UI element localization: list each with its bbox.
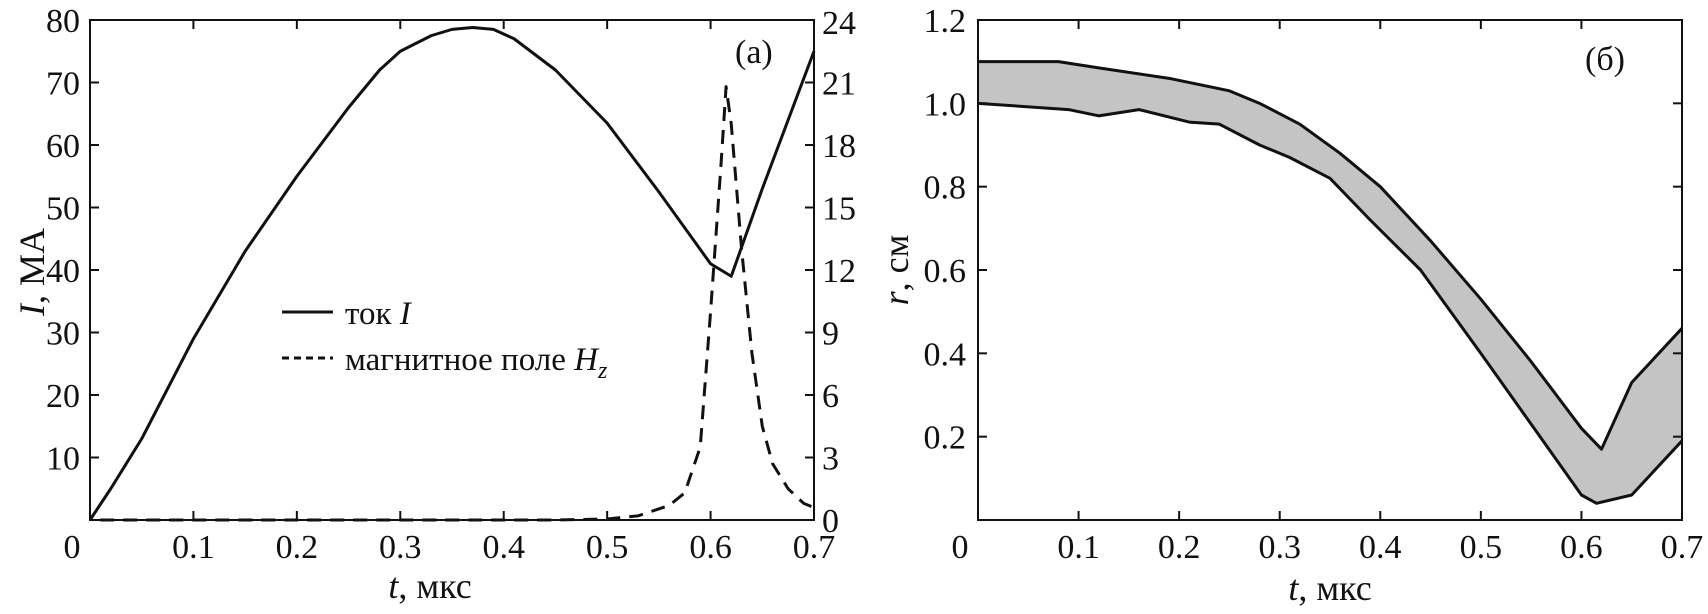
panel-a-x-axis-label: t, мкс	[388, 566, 471, 606]
panel-a-x-tick-label: 0.7	[793, 529, 836, 566]
panel-a: 0 0.1 0.2 0.3 0.4 0.5 0.6 0.7 10 20 30 40 50 60 70 80 0 3…	[12, 3, 856, 606]
panel-a-y2-tick-label: 12	[822, 253, 856, 290]
panel-b-y-tick-label: 1.2	[924, 3, 967, 40]
panel-b-ticks: 0 0.1 0.2 0.3 0.4 0.5 0.6 0.7 0.2 0.4 0.6 0.8 1.0 1.2	[924, 3, 1704, 566]
panel-b-x-tick-label: 0	[952, 529, 969, 566]
panel-a-label: (а)	[735, 34, 773, 71]
panel-a-y-tick-label: 40	[46, 253, 80, 290]
panel-b-x-tick-label: 0.4	[1359, 529, 1402, 566]
panel-a-x-tick-label: 0.1	[172, 529, 215, 566]
panel-a-x-tick-label: 0.4	[482, 529, 525, 566]
panel-a-y-tick-label: 60	[46, 128, 80, 165]
legend: ток I магнитное поле Hz	[282, 296, 608, 384]
panel-a-y2-tick-label: 6	[822, 378, 839, 415]
panel-a-y-tick-label: 10	[46, 441, 80, 478]
inner-radius-line	[977, 101, 1684, 505]
outer-radius-line	[978, 60, 1684, 451]
panel-a-y-tick-label: 30	[46, 316, 80, 353]
panel-a-y2-tick-label: 3	[822, 441, 839, 478]
panel-b-x-axis-label: t, мкс	[1288, 568, 1371, 608]
panel-a-x-tick-label: 0.2	[276, 529, 319, 566]
panel-a-plot	[88, 26, 816, 522]
panel-b-plot	[977, 60, 1684, 505]
panel-a-y2-tick-label: 21	[822, 66, 856, 103]
panel-b-x-tick-label: 0.1	[1057, 529, 1100, 566]
panel-b-label: (б)	[1585, 41, 1625, 78]
panel-a-y-tick-label: 20	[46, 378, 80, 415]
panel-b-y-tick-label: 0.6	[924, 253, 967, 290]
panel-a-y2-tick-label: 18	[822, 128, 856, 165]
panel-a-ticks: 0 0.1 0.2 0.3 0.4 0.5 0.6 0.7 10 20 30 40 50 60 70 80 0 3…	[46, 3, 856, 566]
panel-b-y-tick-label: 0.4	[924, 336, 967, 373]
panel-b-x-tick-label: 0.5	[1460, 529, 1503, 566]
panel-a-x-tick-label: 0.3	[379, 529, 422, 566]
panel-b: 0 0.1 0.2 0.3 0.4 0.5 0.6 0.7 0.2 0.4 0.6 0.8 1.0 1.2…	[876, 3, 1703, 608]
panel-a-y2-tick-label: 24	[822, 5, 856, 42]
panel-b-x-tick-label: 0.7	[1661, 529, 1704, 566]
panel-a-y-tick-label: 50	[46, 191, 80, 228]
legend-field-text: магнитное поле Hz	[345, 342, 608, 384]
current-line	[88, 26, 816, 521]
panel-b-y-tick-label: 0.2	[924, 420, 967, 457]
panel-b-y-tick-label: 0.8	[924, 170, 967, 207]
panel-a-y2-tick-label: 9	[822, 316, 839, 353]
panel-a-x-tick-label: 0	[64, 529, 81, 566]
panel-b-x-tick-label: 0.2	[1158, 529, 1201, 566]
panel-a-x-tick-label: 0.5	[586, 529, 629, 566]
panel-b-y-axis-label: r, см	[876, 235, 916, 306]
legend-current-text: ток I	[345, 296, 413, 332]
panel-a-frame	[89, 19, 815, 521]
panel-a-y2-tick-label: 15	[822, 191, 856, 228]
panel-b-x-tick-label: 0.3	[1258, 529, 1301, 566]
panel-a-y-tick-label: 70	[46, 66, 80, 103]
radius-band-fill	[978, 61, 1682, 504]
panel-a-y-axis-label: I, МА	[12, 228, 52, 317]
panel-a-x-tick-label: 0.6	[689, 529, 732, 566]
panel-b-y-tick-label: 1.0	[924, 86, 967, 123]
panel-a-y-tick-label: 80	[46, 3, 80, 40]
magnetic-field-line	[100, 85, 815, 522]
panel-b-x-tick-label: 0.6	[1560, 529, 1603, 566]
panel-a-y2-tick-label: 0	[822, 503, 839, 540]
